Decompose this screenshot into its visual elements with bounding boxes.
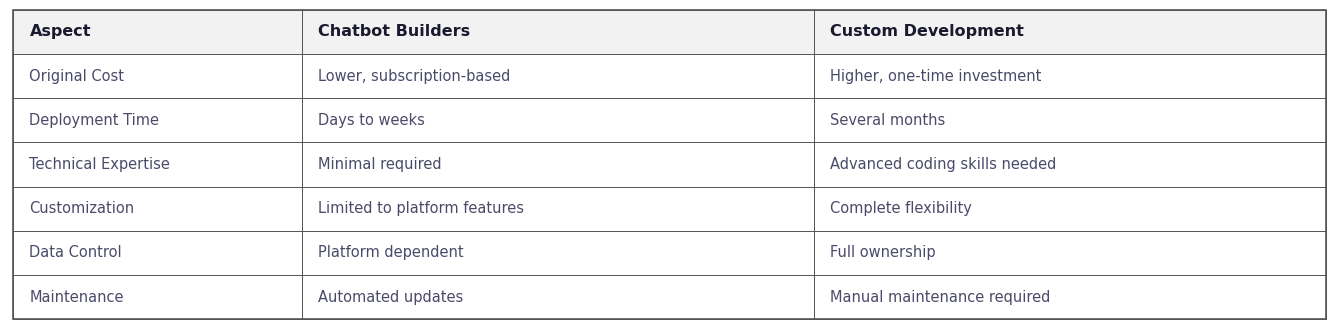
Bar <box>814 54 1326 98</box>
Bar <box>13 54 303 98</box>
Text: Full ownership: Full ownership <box>830 245 936 260</box>
Text: Maintenance: Maintenance <box>29 290 125 305</box>
Bar <box>13 231 303 275</box>
Text: Higher, one-time investment: Higher, one-time investment <box>830 69 1042 84</box>
Text: Deployment Time: Deployment Time <box>29 113 159 128</box>
Text: Platform dependent: Platform dependent <box>319 245 463 260</box>
Bar <box>13 10 303 54</box>
Bar <box>303 231 814 275</box>
Bar <box>814 231 1326 275</box>
Text: Technical Expertise: Technical Expertise <box>29 157 170 172</box>
Bar <box>13 98 303 142</box>
Bar <box>303 10 814 54</box>
Text: Days to weeks: Days to weeks <box>319 113 424 128</box>
Text: Several months: Several months <box>830 113 945 128</box>
Text: Original Cost: Original Cost <box>29 69 125 84</box>
Bar <box>303 54 814 98</box>
Bar <box>814 275 1326 319</box>
Bar <box>814 142 1326 187</box>
Text: Manual maintenance required: Manual maintenance required <box>830 290 1050 305</box>
Bar <box>303 275 814 319</box>
Text: Chatbot Builders: Chatbot Builders <box>319 24 470 39</box>
Text: Limited to platform features: Limited to platform features <box>319 201 524 216</box>
Text: Customization: Customization <box>29 201 135 216</box>
Text: Advanced coding skills needed: Advanced coding skills needed <box>830 157 1056 172</box>
Text: Custom Development: Custom Development <box>830 24 1024 39</box>
Bar <box>303 187 814 231</box>
Bar <box>814 98 1326 142</box>
Bar <box>13 275 303 319</box>
Bar <box>303 98 814 142</box>
Text: Complete flexibility: Complete flexibility <box>830 201 972 216</box>
Bar <box>814 10 1326 54</box>
Bar <box>303 142 814 187</box>
Bar <box>814 187 1326 231</box>
Text: Lower, subscription-based: Lower, subscription-based <box>319 69 510 84</box>
Bar <box>13 142 303 187</box>
Text: Minimal required: Minimal required <box>319 157 442 172</box>
Text: Automated updates: Automated updates <box>319 290 463 305</box>
Text: Data Control: Data Control <box>29 245 122 260</box>
Text: Aspect: Aspect <box>29 24 91 39</box>
Bar <box>13 187 303 231</box>
